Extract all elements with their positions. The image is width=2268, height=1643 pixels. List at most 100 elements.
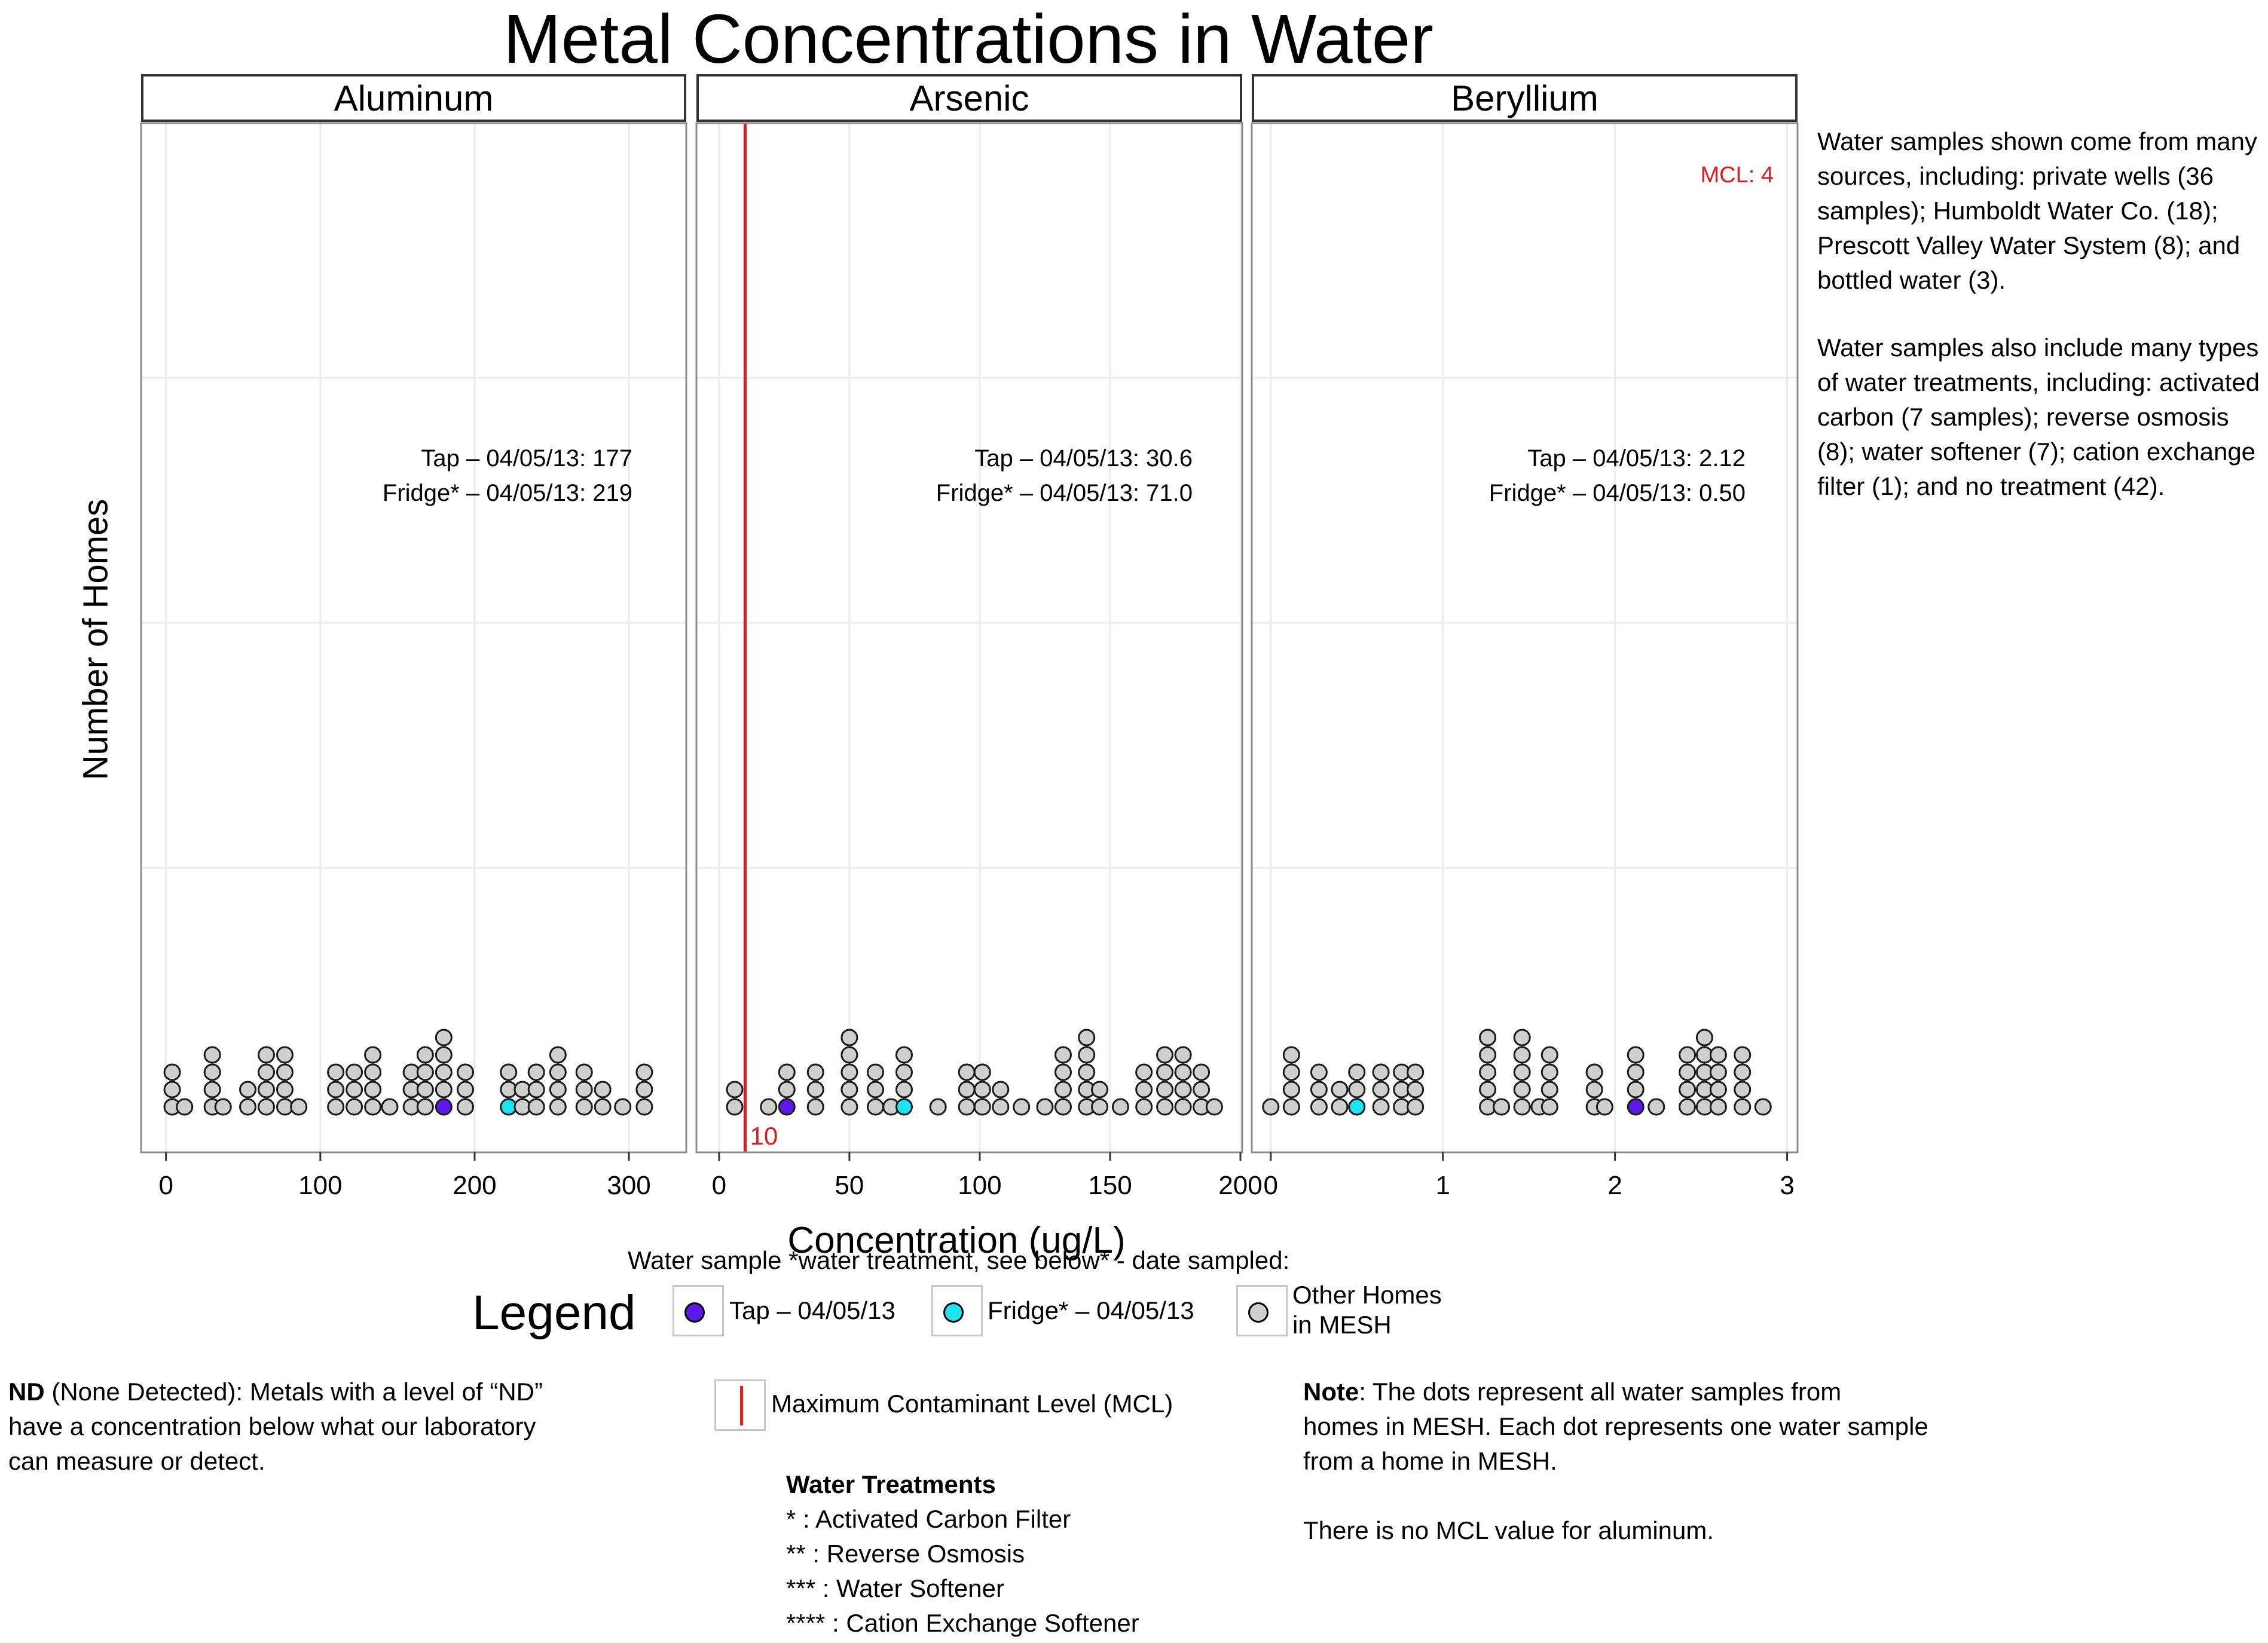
- x-tick-label: 1: [1435, 1171, 1450, 1200]
- panel-border-aluminum: [140, 122, 687, 1154]
- other-home-dot: [1479, 1046, 1497, 1064]
- x-tick-label: 100: [958, 1171, 1001, 1200]
- other-home-dot: [290, 1098, 308, 1116]
- other-home-dot: [381, 1098, 399, 1116]
- other-home-dot: [1479, 1063, 1497, 1081]
- other-home-dot: [575, 1081, 593, 1099]
- other-home-dot: [416, 1081, 434, 1099]
- other-home-dot: [973, 1098, 991, 1116]
- legend-key-fridge: [931, 1285, 983, 1336]
- other-home-dot: [239, 1098, 257, 1116]
- fridge-annotation: Fridge* – 04/05/13: 0.50: [1489, 480, 1746, 506]
- other-home-dot: [1709, 1063, 1727, 1081]
- panel-border-arsenic: [695, 122, 1243, 1154]
- other-home-dot: [1627, 1081, 1645, 1099]
- other-home-dot: [1282, 1046, 1300, 1064]
- other-home-dot: [1513, 1063, 1531, 1081]
- other-home-dot: [1754, 1098, 1772, 1116]
- other-home-dot: [214, 1098, 232, 1116]
- other-home-dot: [1679, 1098, 1697, 1116]
- other-home-dot: [456, 1081, 474, 1099]
- other-home-dot: [435, 1081, 453, 1099]
- other-home-dot: [1585, 1081, 1603, 1099]
- legend-label-fridge: Fridge* – 04/05/13: [988, 1296, 1194, 1324]
- other-home-dot: [1174, 1081, 1192, 1099]
- tap-dot-icon: [684, 1302, 705, 1323]
- legend-key-tap: [673, 1285, 724, 1336]
- other-home-dot: [1734, 1098, 1752, 1116]
- other-home-dot: [203, 1081, 221, 1099]
- panel-background-beryllium: [1252, 123, 1798, 1152]
- other-home-dot: [1540, 1046, 1558, 1064]
- legend-label-tap: Tap – 04/05/13: [729, 1296, 895, 1324]
- other-home-dot: [416, 1046, 434, 1064]
- other-home-dot: [1174, 1046, 1192, 1064]
- other-home-dot: [594, 1098, 612, 1116]
- other-home-dot: [973, 1081, 991, 1099]
- other-home-dot: [1348, 1063, 1366, 1081]
- other-home-dot: [1054, 1046, 1072, 1064]
- other-home-dot: [1493, 1098, 1511, 1116]
- legend-label-mcl: Maximum Contaminant Level (MCL): [771, 1390, 1173, 1418]
- other-home-dot: [1111, 1098, 1129, 1116]
- other-home-dot: [527, 1081, 545, 1099]
- other-home-dot: [1174, 1098, 1192, 1116]
- fridge-annotation: Fridge* – 04/05/13: 71.0: [936, 480, 1193, 506]
- nd-line1: (None Detected): Metals with a level of …: [44, 1378, 543, 1406]
- fridge-dot: [895, 1098, 913, 1116]
- other-home-dot: [1540, 1063, 1558, 1081]
- other-home-dot: [1013, 1098, 1031, 1116]
- panel-background-aluminum: [141, 123, 686, 1152]
- panel-strip-arsenic: Arsenic: [696, 74, 1242, 122]
- other-home-dot: [1193, 1081, 1211, 1099]
- other-home-dot: [1331, 1081, 1349, 1099]
- legend-title: Legend: [472, 1286, 636, 1340]
- fridge-dot-icon: [943, 1302, 964, 1323]
- other-home-dot: [1174, 1063, 1192, 1081]
- x-tick-label: 50: [835, 1171, 864, 1200]
- other-home-dot: [527, 1098, 545, 1116]
- legend-label-other-line2: in MESH: [1292, 1311, 1392, 1339]
- other-home-dot: [456, 1098, 474, 1116]
- other-home-dot: [1679, 1063, 1697, 1081]
- other-home-dot: [1156, 1063, 1174, 1081]
- other-home-dot: [257, 1098, 275, 1116]
- mcl-label: MCL: 4: [1701, 163, 1774, 188]
- other-home-dot: [364, 1046, 382, 1064]
- other-home-dot: [1310, 1081, 1328, 1099]
- other-home-dot: [1679, 1046, 1697, 1064]
- other-home-dot: [840, 1046, 858, 1064]
- legend-key-mcl: [714, 1379, 766, 1431]
- other-home-dot: [1135, 1063, 1153, 1081]
- tap-annotation: Tap – 04/05/13: 2.12: [1527, 445, 1746, 472]
- other-home-dot: [1479, 1029, 1497, 1047]
- other-home-dot: [1348, 1081, 1366, 1099]
- other-dot-icon: [1248, 1302, 1269, 1323]
- other-home-dot: [575, 1098, 593, 1116]
- legend-caption: Water sample *water treatment, see below…: [628, 1246, 1290, 1274]
- other-home-dot: [1734, 1046, 1752, 1064]
- other-home-dot: [760, 1098, 778, 1116]
- other-home-dot: [1709, 1046, 1727, 1064]
- other-home-dot: [895, 1046, 913, 1064]
- other-home-dot: [778, 1081, 796, 1099]
- other-home-dot: [1709, 1081, 1727, 1099]
- other-home-dot: [1205, 1098, 1223, 1116]
- other-home-dot: [1647, 1098, 1665, 1116]
- other-home-dot: [726, 1098, 744, 1116]
- other-home-dot: [549, 1081, 567, 1099]
- other-home-dot: [1407, 1098, 1425, 1116]
- other-home-dot: [840, 1081, 858, 1099]
- other-home-dot: [1513, 1081, 1531, 1099]
- x-tick-label: 0: [712, 1171, 726, 1200]
- panel-strip-beryllium: Beryllium: [1252, 74, 1798, 122]
- other-home-dot: [327, 1081, 345, 1099]
- x-tick-label: 300: [607, 1171, 650, 1200]
- other-home-dot: [635, 1098, 653, 1116]
- other-home-dot: [327, 1063, 345, 1081]
- other-home-dot: [1679, 1081, 1697, 1099]
- x-tick-label: 0: [158, 1171, 173, 1200]
- other-home-dot: [1078, 1046, 1096, 1064]
- x-tick-label: 150: [1088, 1171, 1132, 1200]
- other-home-dot: [840, 1063, 858, 1081]
